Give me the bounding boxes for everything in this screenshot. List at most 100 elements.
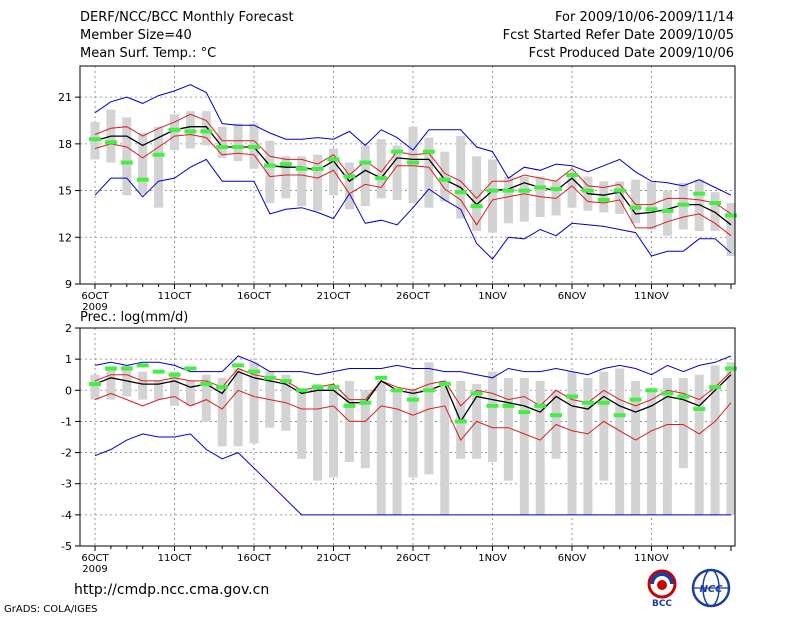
spread-lower-line: [94, 133, 732, 237]
observation-marker: [661, 208, 674, 213]
ensemble-range-bar: [424, 362, 434, 475]
observation-marker: [279, 378, 292, 383]
observation-marker: [661, 391, 674, 396]
ensemble-range-bar: [217, 377, 227, 447]
ensemble-range-bar: [440, 380, 450, 515]
ensemble-range-bar: [535, 380, 545, 515]
ensemble-max-line: [94, 355, 732, 379]
ensemble-range-bar: [138, 132, 148, 194]
observation-marker: [502, 188, 515, 193]
ensemble-range-bar: [647, 390, 656, 515]
observation-marker: [343, 174, 356, 179]
observation-marker: [470, 391, 483, 396]
observation-marker: [136, 177, 149, 182]
x-tick-label: 6NOV: [558, 553, 587, 564]
ensemble-range-bar: [424, 137, 434, 208]
x-tick-label: 1NOV: [478, 553, 507, 564]
ensemble-range-bar: [185, 380, 195, 406]
ensemble-range-bar: [567, 175, 577, 208]
observation-marker: [311, 166, 324, 171]
observation-marker: [327, 157, 340, 162]
x-tick-label: 26OCT: [396, 291, 431, 302]
ensemble-range-bar: [440, 151, 450, 202]
ensemble-range-bar: [567, 371, 577, 515]
ensemble-range-bar: [281, 156, 291, 199]
ensemble-range-bar: [122, 117, 132, 196]
ensemble-range-bar: [154, 380, 164, 400]
observation-marker: [375, 375, 388, 380]
x-year-label: 2009: [82, 302, 107, 313]
ensemble-range-bar: [662, 377, 672, 515]
ensemble-range-bar: [710, 365, 720, 515]
y-tick-label: 2: [65, 322, 72, 335]
ensemble-range-bar: [583, 377, 593, 515]
observation-marker: [422, 149, 435, 154]
ensemble-range-bar: [647, 181, 656, 230]
observation-marker: [152, 152, 165, 157]
ensemble-range-bar: [631, 179, 641, 224]
observation-marker: [613, 188, 626, 193]
ensemble-range-bar: [615, 181, 625, 214]
ensemble-range-bar: [344, 162, 354, 210]
ensemble-range-bar: [519, 377, 529, 515]
observation-marker: [184, 129, 197, 134]
ensemble-range-bar: [329, 390, 338, 478]
observation-marker: [645, 207, 658, 212]
ensemble-range-bar: [599, 181, 609, 213]
x-tick-label: 11NOV: [634, 291, 669, 302]
observation-marker: [263, 163, 276, 168]
ensemble-range-bar: [376, 380, 386, 515]
x-tick-label: 1NOV: [478, 291, 507, 302]
observation-marker: [597, 197, 610, 202]
observation-marker: [216, 385, 229, 390]
observation-marker: [454, 419, 467, 424]
observation-marker: [629, 397, 642, 402]
ensemble-range-bar: [631, 380, 641, 515]
ensemble-range-bar: [503, 176, 513, 224]
observation-marker: [295, 166, 308, 171]
ensemble-range-bar: [106, 368, 116, 400]
observation-marker: [232, 144, 245, 149]
ensemble-range-bar: [726, 362, 736, 515]
bcc-logo: BCC: [647, 569, 677, 608]
observation-marker: [216, 144, 229, 149]
y-tick-label: -2: [61, 447, 72, 460]
ensemble-range-bar: [694, 179, 704, 232]
observation-marker: [327, 385, 340, 390]
observation-marker: [136, 363, 149, 368]
ensemble-range-bar: [408, 390, 418, 478]
observation-marker: [120, 366, 133, 371]
ensemble-range-bar: [360, 390, 370, 469]
ensemble-range-bar: [170, 114, 179, 151]
observation-marker: [550, 413, 563, 418]
observation-marker: [597, 400, 610, 405]
chart-title: DERF/NCC/BCC Monthly Forecast: [80, 10, 294, 25]
x-tick-label: 6NOV: [558, 291, 587, 302]
x-tick-label: 11OCT: [158, 553, 193, 564]
ensemble-range-bar: [678, 377, 688, 469]
observation-marker: [343, 403, 356, 408]
x-tick-label: 6OCT: [81, 291, 109, 302]
ensemble-range-bar: [297, 156, 307, 207]
ensemble-range-bar: [376, 139, 386, 199]
plot-frame: [79, 327, 736, 547]
x-tick-label: 16OCT: [237, 553, 272, 564]
observation-marker: [391, 149, 404, 154]
y-tick-label: 18: [58, 138, 72, 151]
y-tick-label: -4: [61, 509, 72, 522]
observation-marker: [677, 202, 690, 207]
observation-marker: [709, 385, 722, 390]
observation-marker: [581, 188, 594, 193]
spread-lower-line: [94, 389, 732, 442]
observation-marker: [152, 369, 165, 374]
observation-marker: [566, 394, 578, 399]
observation-marker: [263, 375, 276, 380]
ensemble-range-bar: [726, 203, 736, 256]
ensemble-range-bar: [392, 390, 402, 515]
observation-marker: [359, 400, 372, 405]
ensemble-range-bar: [201, 111, 211, 146]
ensemble-range-bar: [710, 192, 720, 232]
observation-marker: [534, 403, 547, 408]
source-url[interactable]: http://cmdp.ncc.cma.gov.cn: [74, 582, 270, 598]
